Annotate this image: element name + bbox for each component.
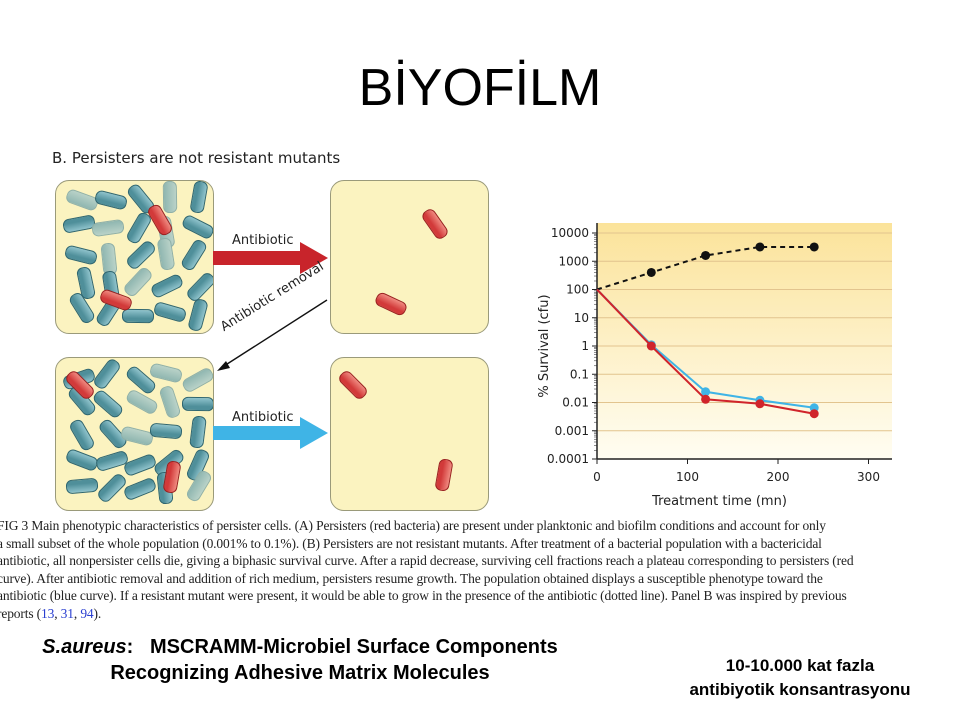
y-tick-label: 1000: [558, 254, 589, 268]
x-axis-label: Treatment time (mn): [651, 494, 787, 509]
y-tick-label: 1: [581, 339, 589, 353]
y-tick-label: 0.001: [555, 424, 589, 438]
data-point: [646, 341, 656, 351]
caption-text: ).: [93, 605, 102, 621]
antibiotic-label-top: Antibiotic: [232, 233, 294, 248]
bacteria-population-box: [55, 180, 214, 334]
data-point: [701, 387, 711, 397]
figure-caption: FIG 3 Main phenotypic characteristics of…: [0, 517, 960, 623]
y-tick-label: 100: [566, 283, 589, 297]
persisters-after-second-antibiotic-box: [330, 357, 489, 511]
data-point: [701, 250, 711, 260]
series-line: [596, 245, 815, 291]
y-tick-label: 0.01: [562, 396, 589, 410]
x-tick-label: 300: [857, 470, 880, 484]
data-point: [809, 409, 819, 419]
data-point: [809, 242, 819, 252]
y-tick-label: 10000: [551, 226, 589, 240]
concentration-line-1: 10-10.000 kat fazla: [725, 656, 875, 675]
removal-arrowhead: [217, 361, 230, 371]
x-tick-label: 100: [676, 470, 699, 484]
x-tick-label: 200: [767, 470, 790, 484]
data-point: [646, 267, 656, 277]
caption-line: FIG 3 Main phenotypic characteristics of…: [0, 518, 826, 533]
x-tick-label: 0: [593, 470, 601, 484]
reference-link[interactable]: 94: [80, 605, 94, 621]
caption-text: reports (: [0, 605, 42, 621]
survival-chart: 10000 1000 100 10 1 0.1 0.01 0.001 0.0001 0 100 200…: [537, 223, 892, 509]
plot-background: [597, 223, 892, 459]
persisters-after-antibiotic-box: [330, 180, 489, 334]
concentration-line-2: antibiyotik konsantrasyonu: [689, 680, 911, 699]
antibiotic-label-bottom: Antibiotic: [232, 410, 294, 425]
panel-label: B. Persisters are not resistant mutants: [52, 149, 341, 167]
species-name: S.aureus: [42, 636, 127, 658]
data-point: [755, 242, 765, 252]
data-point: [701, 394, 711, 404]
red-arrow: [213, 242, 328, 274]
reference-link[interactable]: 31: [60, 605, 74, 621]
y-axis-label: % Survival (cfu): [537, 294, 552, 397]
y-tick-label: 0.0001: [547, 452, 589, 466]
caption-line: antibiotic, all nonpersister cells die, …: [0, 553, 854, 569]
blue-arrow: [213, 417, 328, 449]
caption-line: antibiotic (blue curve). If a resistant …: [0, 588, 847, 604]
concentration-note: 10-10.000 kat fazla antibiyotik konsantr…: [650, 654, 950, 702]
caption-line: reports (13, 31, 94).: [0, 605, 960, 623]
removal-arrow: [223, 299, 328, 367]
regrown-population-box: [55, 357, 214, 511]
colon: :: [126, 636, 134, 658]
reference-link[interactable]: 13: [41, 605, 55, 621]
slide-title: BİYOFİLM: [358, 59, 602, 117]
caption-line: a small subset of the whole population (…: [0, 535, 822, 551]
caption-line: curve). After antibiotic removal and add…: [0, 570, 823, 586]
mscramm-text: MSCRAMM-Microbiel Surface Components Rec…: [110, 636, 558, 684]
y-tick-label: 10: [574, 311, 589, 325]
y-tick-label: 0.1: [570, 367, 589, 381]
data-point: [755, 399, 765, 409]
mscramm-note: S.aureus: MSCRAMM-Microbiel Surface Comp…: [40, 634, 560, 686]
